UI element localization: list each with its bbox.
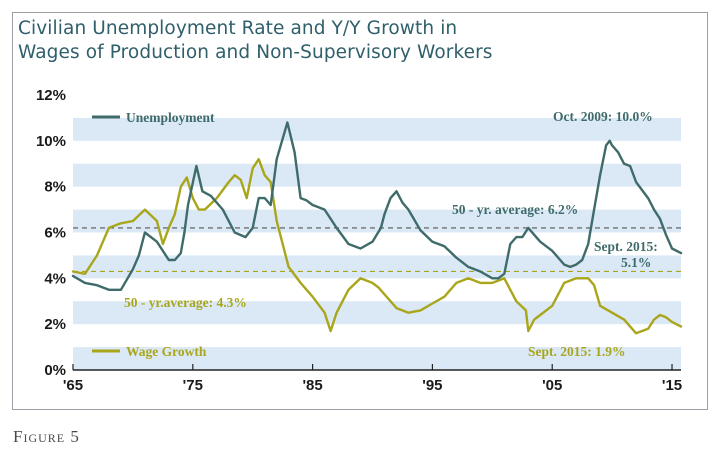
x-tick-label: '85 [302, 377, 322, 394]
band-2 [73, 301, 681, 325]
unemployment-average-label: 50 - yr. average: 6.2% [452, 202, 578, 217]
band-4 [73, 255, 681, 279]
series-line-1 [71, 157, 683, 335]
series-line-0 [71, 121, 683, 291]
y-tick-label: 8% [44, 179, 66, 196]
series-lines [71, 121, 683, 335]
y-tick-label: 12% [36, 87, 66, 104]
x-axis-ticks: '65 '75 '85 '95 '05 '15 [63, 364, 682, 394]
wage-average-label: 50 - yr.average: 4.3% [124, 295, 247, 310]
chart-title-line-1: Civilian Unemployment Rate and Y/Y Growt… [18, 18, 458, 39]
band-8 [73, 163, 681, 187]
unemployment-end-label-line-1: Sept. 2015: [594, 239, 658, 254]
peak-annotation: Oct. 2009: 10.0% [553, 109, 653, 124]
band-10 [73, 117, 681, 141]
average-lines [73, 227, 681, 273]
y-axis-ticks: 0% 2% 4% 6% 8% 10% 12% [36, 87, 66, 379]
figure-caption: Figure 5 [13, 427, 80, 446]
background-bands [73, 117, 681, 370]
wage-end-label: Sept. 2015: 1.9% [528, 344, 626, 359]
x-tick-label: '05 [542, 377, 562, 394]
legend-wage-label: Wage Growth [126, 344, 207, 359]
legend: Unemployment Wage Growth [92, 110, 215, 359]
y-tick-label: 4% [44, 270, 66, 287]
x-tick-label: '65 [63, 377, 83, 394]
y-tick-label: 10% [36, 133, 66, 150]
x-tick-label: '95 [422, 377, 442, 394]
legend-unemployment-label: Unemployment [126, 110, 215, 125]
band-0 [73, 347, 681, 370]
chart-title-line-2: Wages of Production and Non-Supervisory … [18, 42, 493, 63]
x-tick-label: '75 [183, 377, 203, 394]
unemployment-end-label-line-2: 5.1% [621, 255, 651, 270]
x-tick-label: '15 [662, 377, 682, 394]
y-tick-label: 2% [44, 316, 66, 333]
y-tick-label: 0% [44, 362, 66, 379]
y-tick-label: 6% [44, 225, 66, 242]
